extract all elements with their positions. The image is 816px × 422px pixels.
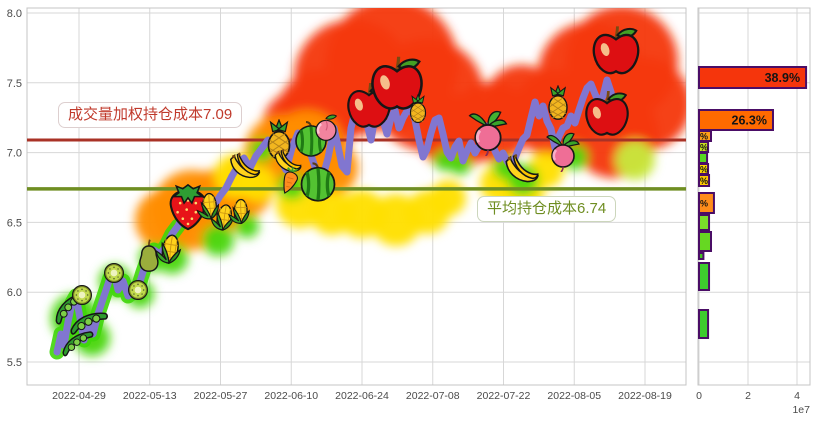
y-tick-label: 8.0: [7, 8, 22, 20]
dist-x-tick-label: 4: [794, 390, 800, 402]
x-tick-label: 2022-06-10: [264, 390, 318, 402]
distribution-bar: [698, 252, 705, 260]
x-tick-label: 2022-08-19: [618, 390, 672, 402]
distribution-bar: [698, 109, 774, 131]
bar-percent-label: %: [700, 132, 708, 142]
bar-percent-label: %: [700, 165, 708, 175]
y-tick-label: 7.0: [7, 148, 22, 160]
x-tick-label: 2022-04-29: [52, 390, 106, 402]
distribution-bar: [698, 152, 709, 164]
kiwi-icon: [72, 285, 92, 305]
distribution-bar: [698, 66, 808, 89]
distribution-bar: [698, 192, 715, 214]
pineapple-icon: [548, 85, 568, 120]
main-plot-content: [27, 8, 686, 360]
y-tick-label: 6.5: [7, 217, 22, 229]
y-tick-label: 7.5: [7, 78, 22, 90]
kiwi-icon: [104, 263, 124, 283]
distribution-bar: [698, 231, 713, 252]
vwap-cost-label: 成交量加权持仓成本7.09: [58, 102, 243, 128]
bar-percent-label: 26.3%: [732, 114, 767, 128]
distribution-bar: [698, 262, 711, 291]
dist-scale-label: 1e7: [792, 404, 810, 416]
x-tick-label: 2022-06-24: [335, 390, 389, 402]
x-tick-label: 2022-05-27: [194, 390, 248, 402]
pineapple-icon: [409, 94, 427, 124]
main-plot-border: [26, 7, 687, 386]
x-tick-label: 2022-08-05: [547, 390, 601, 402]
bar-percent-label: %: [700, 176, 708, 186]
distribution-bars: 38.9% 26.3%%%%%%: [698, 66, 808, 339]
bar-percent-label: 38.9%: [765, 71, 800, 85]
y-tick-label: 6.0: [7, 287, 22, 299]
avg-cost-label: 平均持仓成本6.74: [477, 196, 617, 222]
kiwi-icon: [128, 280, 148, 300]
bar-percent-label: %: [700, 199, 708, 209]
y-tick-label: 5.5: [7, 357, 22, 369]
x-tick-label: 2022-07-22: [477, 390, 531, 402]
distribution-bar: [698, 174, 711, 187]
bar-percent-label: %: [700, 143, 708, 153]
distribution-bar: [698, 214, 711, 231]
x-tick-label: 2022-07-08: [406, 390, 460, 402]
distribution-bar: [698, 309, 710, 339]
dist-x-tick-label: 0: [696, 390, 702, 402]
x-tick-label: 2022-05-13: [123, 390, 177, 402]
dist-x-tick-label: 2: [745, 390, 751, 402]
